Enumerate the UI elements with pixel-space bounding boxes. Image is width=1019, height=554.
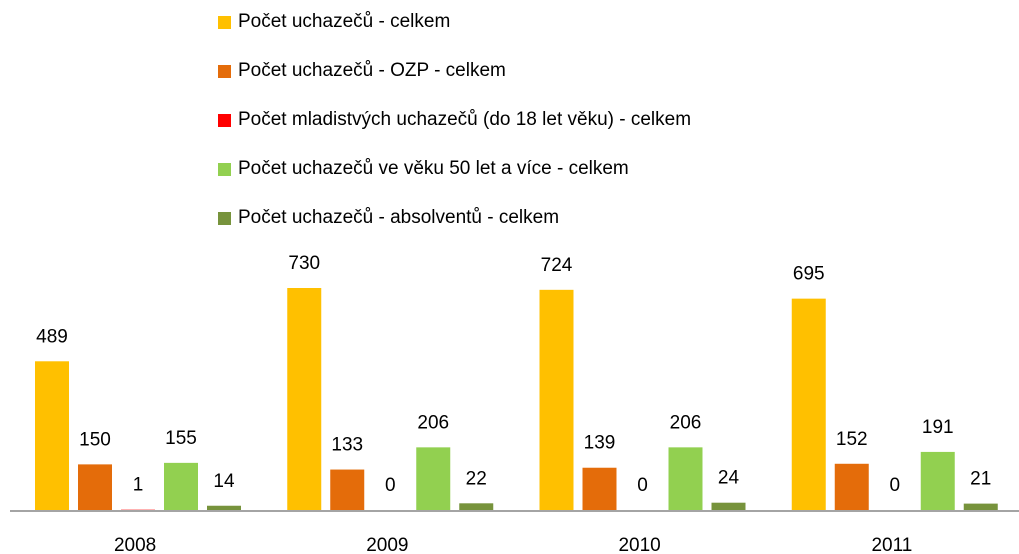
bar: [416, 447, 451, 510]
bar: [711, 502, 746, 510]
bar: [35, 361, 69, 510]
value-label: 730: [288, 253, 320, 274]
legend-label: Počet uchazečů - celkem: [238, 11, 450, 32]
value-label: 206: [417, 412, 449, 433]
bar: [668, 447, 703, 510]
legend-label: Počet uchazečů - absolventů - celkem: [238, 207, 559, 228]
bar: [459, 503, 494, 510]
bar: [330, 469, 365, 510]
legend-swatch: [218, 212, 231, 225]
value-label: 695: [793, 264, 825, 285]
legend-swatch: [218, 65, 231, 78]
value-label: 133: [331, 435, 363, 456]
bar: [287, 288, 322, 510]
value-label: 150: [79, 429, 111, 450]
value-label: 0: [889, 475, 900, 496]
x-tick-label: 2008: [114, 535, 156, 554]
value-label: 139: [584, 433, 616, 454]
value-label: 0: [637, 475, 648, 496]
value-label: 155: [165, 428, 197, 449]
legend-swatch: [218, 114, 231, 127]
legend-label: Počet uchazečů - OZP - celkem: [238, 60, 506, 81]
bar: [920, 451, 955, 510]
value-label: 14: [213, 471, 235, 492]
legend-swatch: [218, 163, 231, 176]
bar: [582, 467, 617, 510]
x-tick-label: 2009: [366, 535, 408, 554]
value-label: 24: [718, 468, 740, 489]
x-tick-label: 2011: [871, 535, 912, 554]
bar: [539, 289, 574, 510]
value-label: 724: [541, 255, 573, 276]
value-label: 21: [970, 469, 991, 490]
legend-label: Počet uchazečů ve věku 50 let a více - c…: [238, 158, 629, 179]
value-label: 22: [466, 468, 487, 489]
value-label: 191: [922, 417, 954, 438]
bar: [791, 298, 826, 510]
value-label: 489: [36, 326, 68, 347]
bar: [78, 464, 112, 510]
x-tick-label: 2010: [618, 535, 660, 554]
value-label: 152: [836, 429, 868, 450]
bar: [963, 503, 998, 510]
bar: [834, 463, 869, 510]
value-label: 1: [133, 475, 144, 496]
value-label: 206: [670, 412, 702, 433]
legend-swatch: [218, 16, 231, 29]
bar: [207, 505, 241, 510]
legend-label: Počet mladistvých uchazečů (do 18 let vě…: [238, 109, 691, 130]
value-label: 0: [385, 475, 396, 496]
bar: [164, 462, 198, 510]
